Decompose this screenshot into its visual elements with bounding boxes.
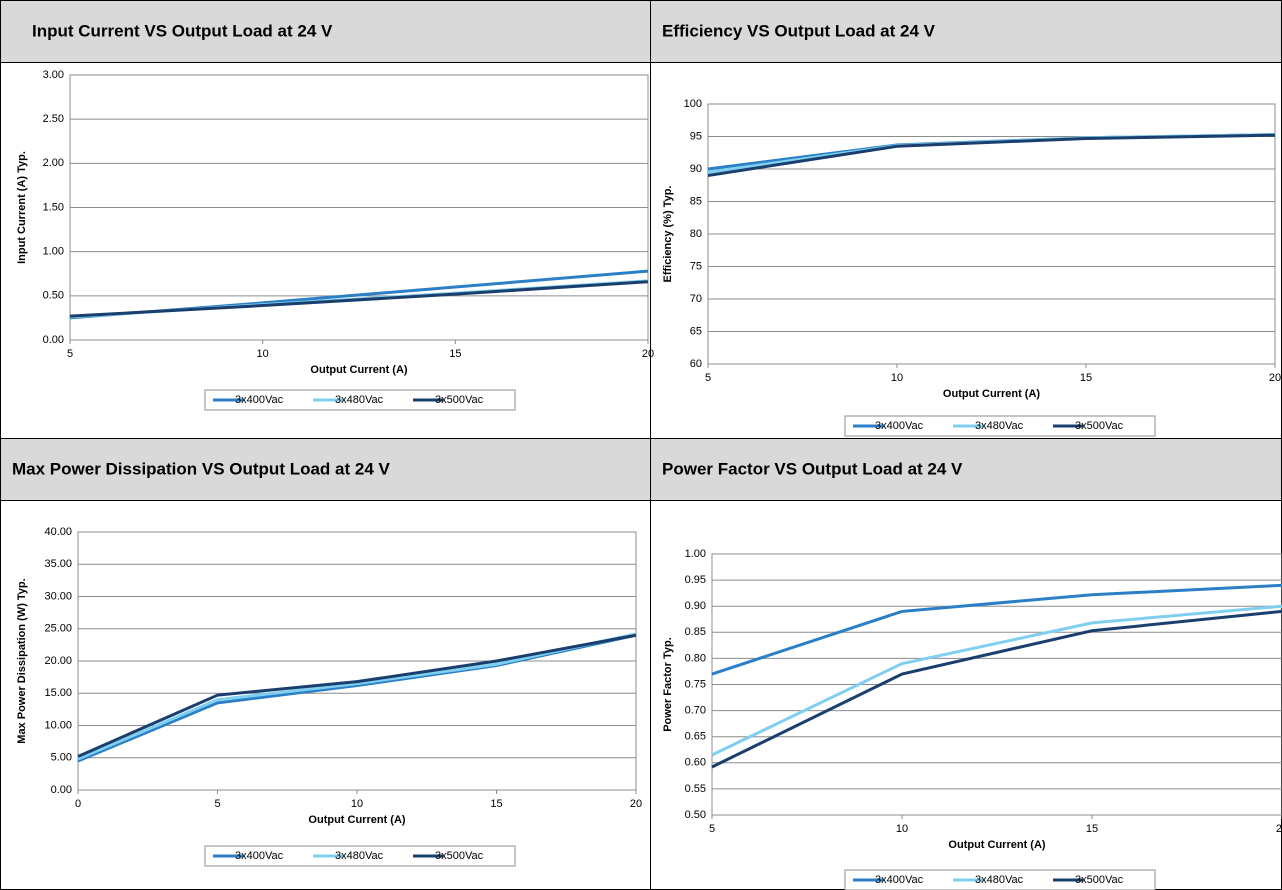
legend-box	[204, 389, 516, 411]
series-line	[69, 280, 649, 318]
series-line	[77, 633, 637, 763]
y-tick-label: 25.00	[44, 623, 72, 635]
x-axis-label: Output Current (A)	[308, 814, 405, 826]
series-line	[77, 632, 637, 761]
y-tick-label: 0.50	[685, 809, 706, 821]
y-tick-label: 0.85	[685, 626, 706, 638]
legend-label: 3x480Vac	[335, 394, 384, 406]
plot-border	[711, 553, 1282, 816]
legend-label: 3x400Vac	[235, 850, 284, 862]
y-tick-label: 100	[684, 98, 702, 110]
y-tick-label: 2.00	[43, 157, 64, 169]
y-tick-label: 0.00	[51, 784, 72, 796]
legend-label: 3x400Vac	[875, 874, 924, 886]
legend-box	[204, 845, 516, 867]
y-tick-label: 15.00	[44, 687, 72, 699]
y-tick-label: 2.50	[43, 113, 64, 125]
y-axis-label: Power Factor Typ.	[662, 637, 674, 732]
x-tick-label: 10	[891, 372, 903, 384]
legend-label: 3x480Vac	[335, 850, 384, 862]
y-tick-label: 5.00	[51, 752, 72, 764]
x-tick-label: 5	[709, 823, 715, 835]
y-tick-label: 1.00	[43, 246, 64, 258]
series-line	[77, 633, 637, 758]
x-tick-label: 15	[449, 348, 461, 360]
y-tick-label: 65	[690, 325, 702, 337]
x-tick-label: 5	[67, 348, 73, 360]
panel-title: Power Factor VS Output Load at 24 V	[662, 459, 963, 478]
x-tick-label: 15	[1086, 823, 1098, 835]
y-tick-label: 0.50	[43, 290, 64, 302]
y-tick-label: 70	[690, 293, 702, 305]
panel-title: Input Current VS Output Load at 24 V	[32, 21, 333, 40]
panel-title: Max Power Dissipation VS Output Load at …	[12, 459, 391, 478]
y-tick-label: 90	[690, 163, 702, 175]
x-tick-label: 20	[1269, 372, 1281, 384]
legend-label: 3x500Vac	[435, 394, 484, 406]
y-tick-label: 60	[690, 358, 702, 370]
y-axis-label: Efficiency (%) Typ.	[662, 186, 674, 283]
y-tick-label: 75	[690, 260, 702, 272]
header-row	[0, 438, 1282, 500]
y-tick-label: 40.00	[44, 526, 72, 538]
legend-label: 3x480Vac	[975, 874, 1024, 886]
x-axis-label: Output Current (A)	[943, 388, 1040, 400]
series-line	[711, 604, 1282, 757]
y-tick-label: 20.00	[44, 655, 72, 667]
series-line	[707, 133, 1276, 174]
y-tick-label: 80	[690, 228, 702, 240]
x-axis-label: Output Current (A)	[310, 364, 407, 376]
y-tick-label: 95	[690, 130, 702, 142]
y-tick-label: 30.00	[44, 590, 72, 602]
x-tick-label: 10	[351, 798, 363, 810]
legend-label: 3x400Vac	[235, 394, 284, 406]
x-tick-label: 20	[1276, 823, 1282, 835]
legend-box	[844, 869, 1156, 890]
plot-border	[77, 531, 637, 791]
x-axis-label: Output Current (A)	[948, 839, 1045, 851]
x-tick-label: 15	[1080, 372, 1092, 384]
x-tick-label: 15	[490, 798, 502, 810]
y-tick-label: 0.90	[685, 600, 706, 612]
y-tick-label: 0.60	[685, 757, 706, 769]
y-tick-label: 1.00	[685, 548, 706, 560]
x-tick-label: 20	[642, 348, 654, 360]
legend-label: 3x480Vac	[975, 420, 1024, 432]
series-line	[711, 609, 1282, 769]
y-tick-label: 0.95	[685, 574, 706, 586]
legend-label: 3x400Vac	[875, 420, 924, 432]
plot-border	[69, 74, 649, 341]
legend-label: 3x500Vac	[1075, 874, 1124, 886]
x-tick-label: 10	[896, 823, 908, 835]
legend-label: 3x500Vac	[435, 850, 484, 862]
y-tick-label: 3.00	[43, 69, 64, 81]
y-tick-label: 0.70	[685, 705, 706, 717]
legend-label: 3x500Vac	[1075, 420, 1124, 432]
y-tick-label: 0.65	[685, 731, 706, 743]
series-line	[711, 583, 1282, 676]
x-tick-label: 20	[630, 798, 642, 810]
series-line	[707, 133, 1276, 177]
y-tick-label: 35.00	[44, 558, 72, 570]
y-tick-label: 0.55	[685, 783, 706, 795]
x-tick-label: 0	[75, 798, 81, 810]
x-tick-label: 10	[257, 348, 269, 360]
x-tick-label: 5	[705, 372, 711, 384]
y-tick-label: 0.00	[43, 334, 64, 346]
panel-title: Efficiency VS Output Load at 24 V	[662, 21, 936, 40]
x-tick-label: 5	[214, 798, 220, 810]
y-axis-label: Max Power Dissipation (W) Typ.	[16, 578, 28, 743]
y-tick-label: 1.50	[43, 201, 64, 213]
legend-box	[844, 415, 1156, 437]
y-axis-label: Input Current (A) Typ.	[16, 151, 28, 264]
y-tick-label: 0.75	[685, 678, 706, 690]
y-tick-label: 0.80	[685, 652, 706, 664]
plot-border	[707, 103, 1276, 365]
header-row	[0, 0, 1282, 62]
y-tick-label: 10.00	[44, 719, 72, 731]
y-tick-label: 85	[690, 195, 702, 207]
